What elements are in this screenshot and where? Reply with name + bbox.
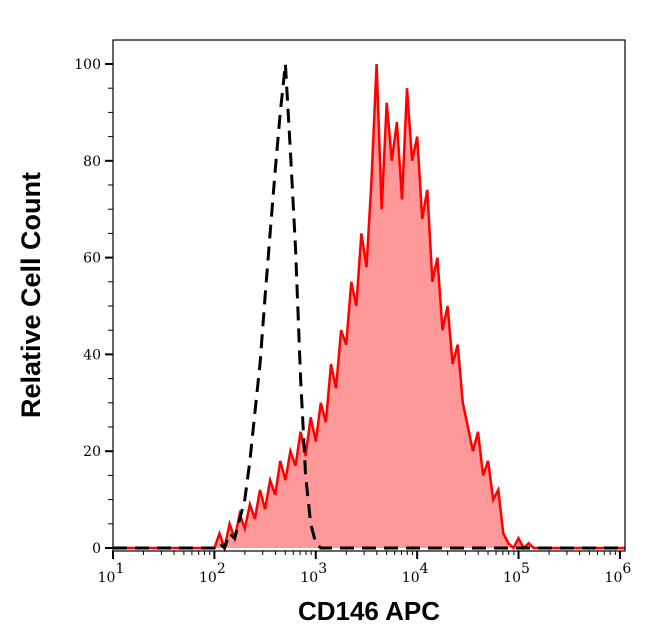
y-tick-label: 80	[83, 154, 101, 170]
x-tick-label: 105	[503, 561, 530, 586]
y-tick-label: 100	[74, 57, 101, 73]
x-tick-label: 106	[605, 561, 632, 586]
x-tick-exponent: 3	[318, 561, 327, 577]
series-line-isotype	[113, 63, 625, 551]
y-tick-label: 20	[83, 444, 101, 460]
x-tick-exponent: 1	[115, 561, 124, 577]
y-axis-label: Relative Cell Count	[16, 172, 46, 418]
y-tick-label: 0	[92, 541, 101, 557]
x-tick-exponent: 6	[622, 561, 631, 577]
x-tick-exponent: 5	[521, 561, 530, 577]
x-tick-base: 10	[98, 570, 116, 586]
x-tick-base: 10	[199, 570, 217, 586]
y-tick-label: 40	[83, 347, 101, 363]
x-tick-base: 10	[402, 570, 420, 586]
x-tick-exponent: 4	[420, 561, 429, 577]
x-tick-label: 103	[300, 561, 327, 586]
series-line-stained	[113, 63, 625, 553]
x-axis-label: CD146 APC	[298, 596, 440, 626]
series-fill-0	[113, 64, 625, 548]
x-tick-base: 10	[300, 570, 318, 586]
x-tick-base: 10	[605, 570, 623, 586]
x-tick-exponent: 2	[217, 561, 226, 577]
x-tick-label: 101	[98, 561, 125, 586]
plot-frame	[112, 39, 626, 552]
x-tick-label: 102	[199, 561, 226, 586]
x-tick-label: 104	[402, 561, 429, 586]
y-tick-label: 60	[83, 251, 101, 267]
x-tick-base: 10	[503, 570, 521, 586]
